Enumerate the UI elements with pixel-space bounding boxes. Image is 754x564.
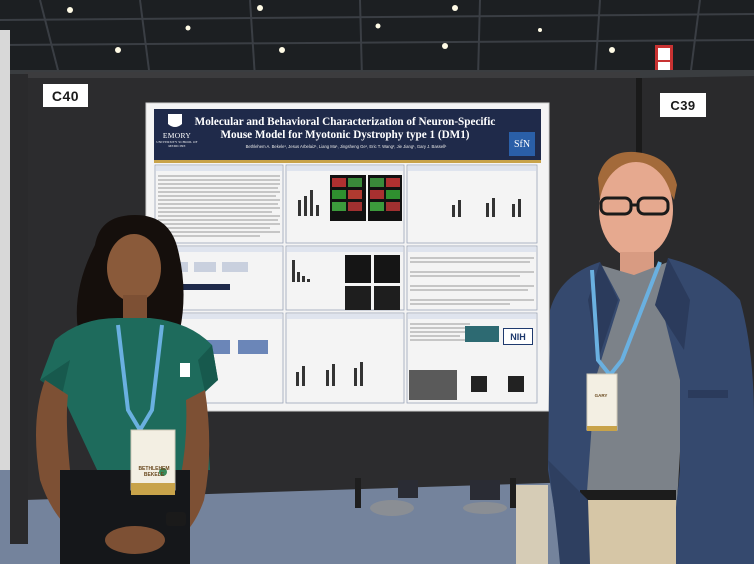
ceiling-trusses: [0, 0, 754, 79]
man-hair: [598, 151, 677, 200]
name-badge-right-text: GARY: [594, 393, 608, 398]
sfn-logo: SfN: [509, 132, 535, 156]
emory-logo-name: EMORY: [162, 131, 192, 140]
poster-content: [154, 164, 538, 404]
ceiling-lights: [67, 5, 615, 53]
emory-logo: EMORY UNIVERSITY SCHOOL OF MEDICINE: [156, 131, 198, 149]
poster-text-lines: [158, 175, 534, 341]
man-face: [599, 162, 673, 258]
poster-section-headers: [156, 166, 536, 319]
poster-mini-charts: [292, 190, 521, 386]
poster-qr-codes: [471, 376, 524, 392]
woman-face: [107, 234, 161, 302]
nih-logo: NIH: [503, 328, 533, 345]
poster-title: Molecular and Behavioral Characterizatio…: [194, 116, 496, 141]
woman-badge: [130, 429, 176, 491]
man-badge: [586, 373, 618, 431]
man: [548, 151, 754, 564]
emory-logo-sub: UNIVERSITY SCHOOL OF MEDICINE: [156, 140, 198, 148]
woman-right-arm: [150, 390, 210, 548]
poster-microscopy-images: [330, 175, 457, 400]
woman: [36, 215, 218, 564]
woman-watch: [166, 512, 186, 526]
poster-banner: [154, 109, 541, 161]
booth-number-right: C39: [660, 93, 706, 117]
woman-left-arm: [36, 380, 120, 548]
poster-authors: Bethlehem A. Bekele¹, Jesus Arbelaiz¹, L…: [245, 144, 447, 149]
booth-number-left: C40: [43, 84, 88, 107]
name-badge-left-text: BETHLEHEM BEKELE: [138, 466, 170, 478]
background-person: [370, 480, 548, 564]
